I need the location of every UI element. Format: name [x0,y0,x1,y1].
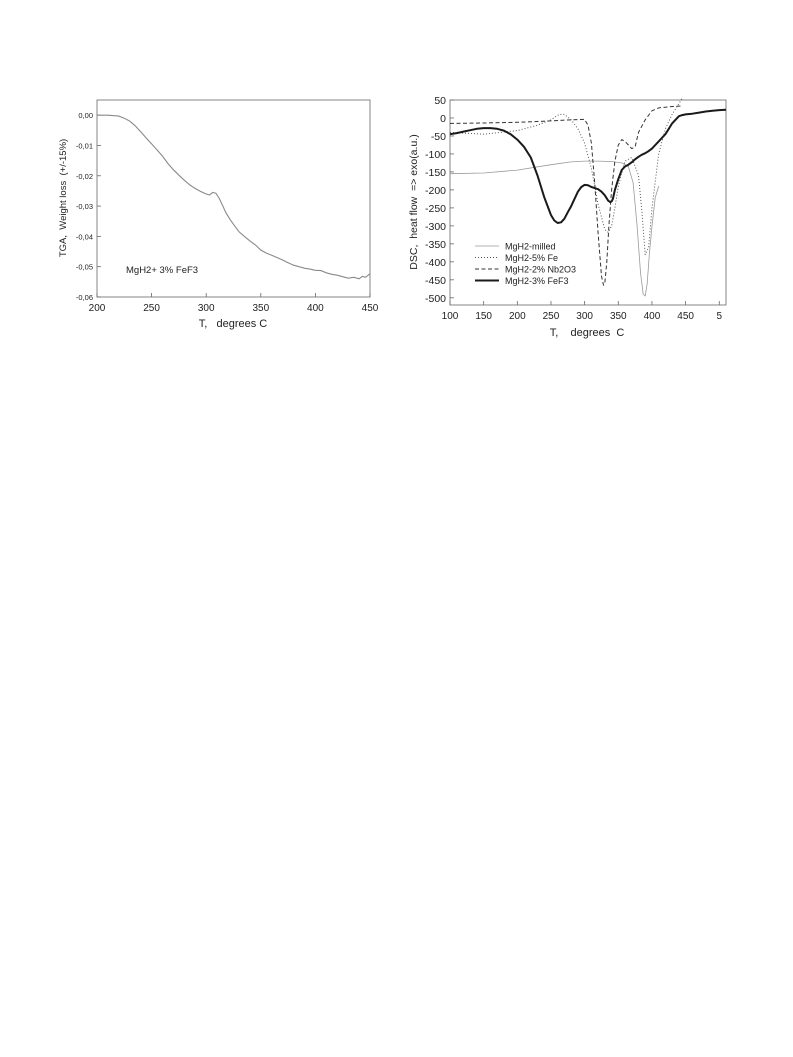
dsc-series-line [449,105,683,286]
dsc-legend-label: MgH2-2% Nb2O3 [505,265,576,275]
tga-y-tick-label: 0,00 [78,111,93,120]
tga-y-tick-label: -0,05 [76,263,93,272]
tga-y-tick-label: -0,01 [76,141,93,150]
dsc-y-tick-label: -150 [425,167,446,179]
dsc-legend-label: MgH2-milled [505,242,556,252]
dsc-x-tick-label: 350 [610,311,627,322]
tga-y-tick-label: -0,02 [76,172,93,181]
dsc-x-tick-label: 300 [576,311,593,322]
dsc-legend-label: MgH2-5% Fe [505,253,558,263]
tga-x-tick-label: 400 [307,303,324,314]
tga-y-axis-label: TGA, Weight loss (+/-15%) [58,139,69,257]
tga-x-tick-label: 300 [198,303,215,314]
tga-x-tick-label: 250 [143,303,160,314]
tga-y-tick-label: -0,04 [76,232,93,241]
tga-chart: 0,00 -0,01 -0,02 -0,03 -0,04 -0,05 -0,06 200 25… [58,99,379,330]
dsc-y-tick-label: -500 [425,293,446,305]
dsc-x-tick-label: 450 [677,311,694,322]
dsc-x-tick-label: 200 [509,311,526,322]
dsc-legend-label: MgH2-3% FeF3 [505,276,569,286]
tga-x-tick-label: 350 [252,303,269,314]
dsc-x-axis-label: T, degrees C [550,327,625,339]
dsc-y-tick-label: 0 [440,113,446,125]
dsc-x-tick-label: 5 [716,311,722,322]
dsc-series-line [449,97,683,256]
dsc-chart: 50 0 -50 -100 -150 -200 -250 -300 -350 -400 -450 -5… [408,95,727,339]
dsc-y-axis-label: DSC, heat flow => exo(a.u.) [408,134,420,269]
dsc-y-tick-label: -300 [425,221,446,233]
tga-y-tick-label: -0,03 [76,202,93,211]
dsc-x-tick-label: 250 [543,311,560,322]
dsc-x-tick-label: 100 [442,311,459,322]
dsc-x-tick-label: 400 [644,311,661,322]
dsc-y-tick-label: -400 [425,257,446,269]
tga-x-tick-label: 200 [89,303,106,314]
dsc-series-line [449,108,727,224]
tga-x-tick-label: 450 [362,303,379,314]
dsc-x-tick-label: 150 [475,311,492,322]
tga-y-tick-label: -0,06 [76,293,93,302]
tga-x-axis-label: T, degrees C [199,318,268,330]
dsc-y-tick-label: -350 [425,239,446,251]
dsc-y-tick-label: -250 [425,203,446,215]
dsc-plot-frame [449,99,727,306]
tga-plot-frame [96,99,371,298]
dsc-series-line [449,160,660,297]
dsc-y-tick-label: -200 [425,185,446,197]
dsc-y-tick-label: -450 [425,275,446,287]
dsc-y-tick-label: -100 [425,149,446,161]
dsc-y-tick-label: -50 [431,131,446,143]
tga-annotation: MgH2+ 3% FeF3 [126,265,198,276]
dsc-y-tick-label: 50 [434,95,446,107]
tga-series-line [97,114,371,280]
